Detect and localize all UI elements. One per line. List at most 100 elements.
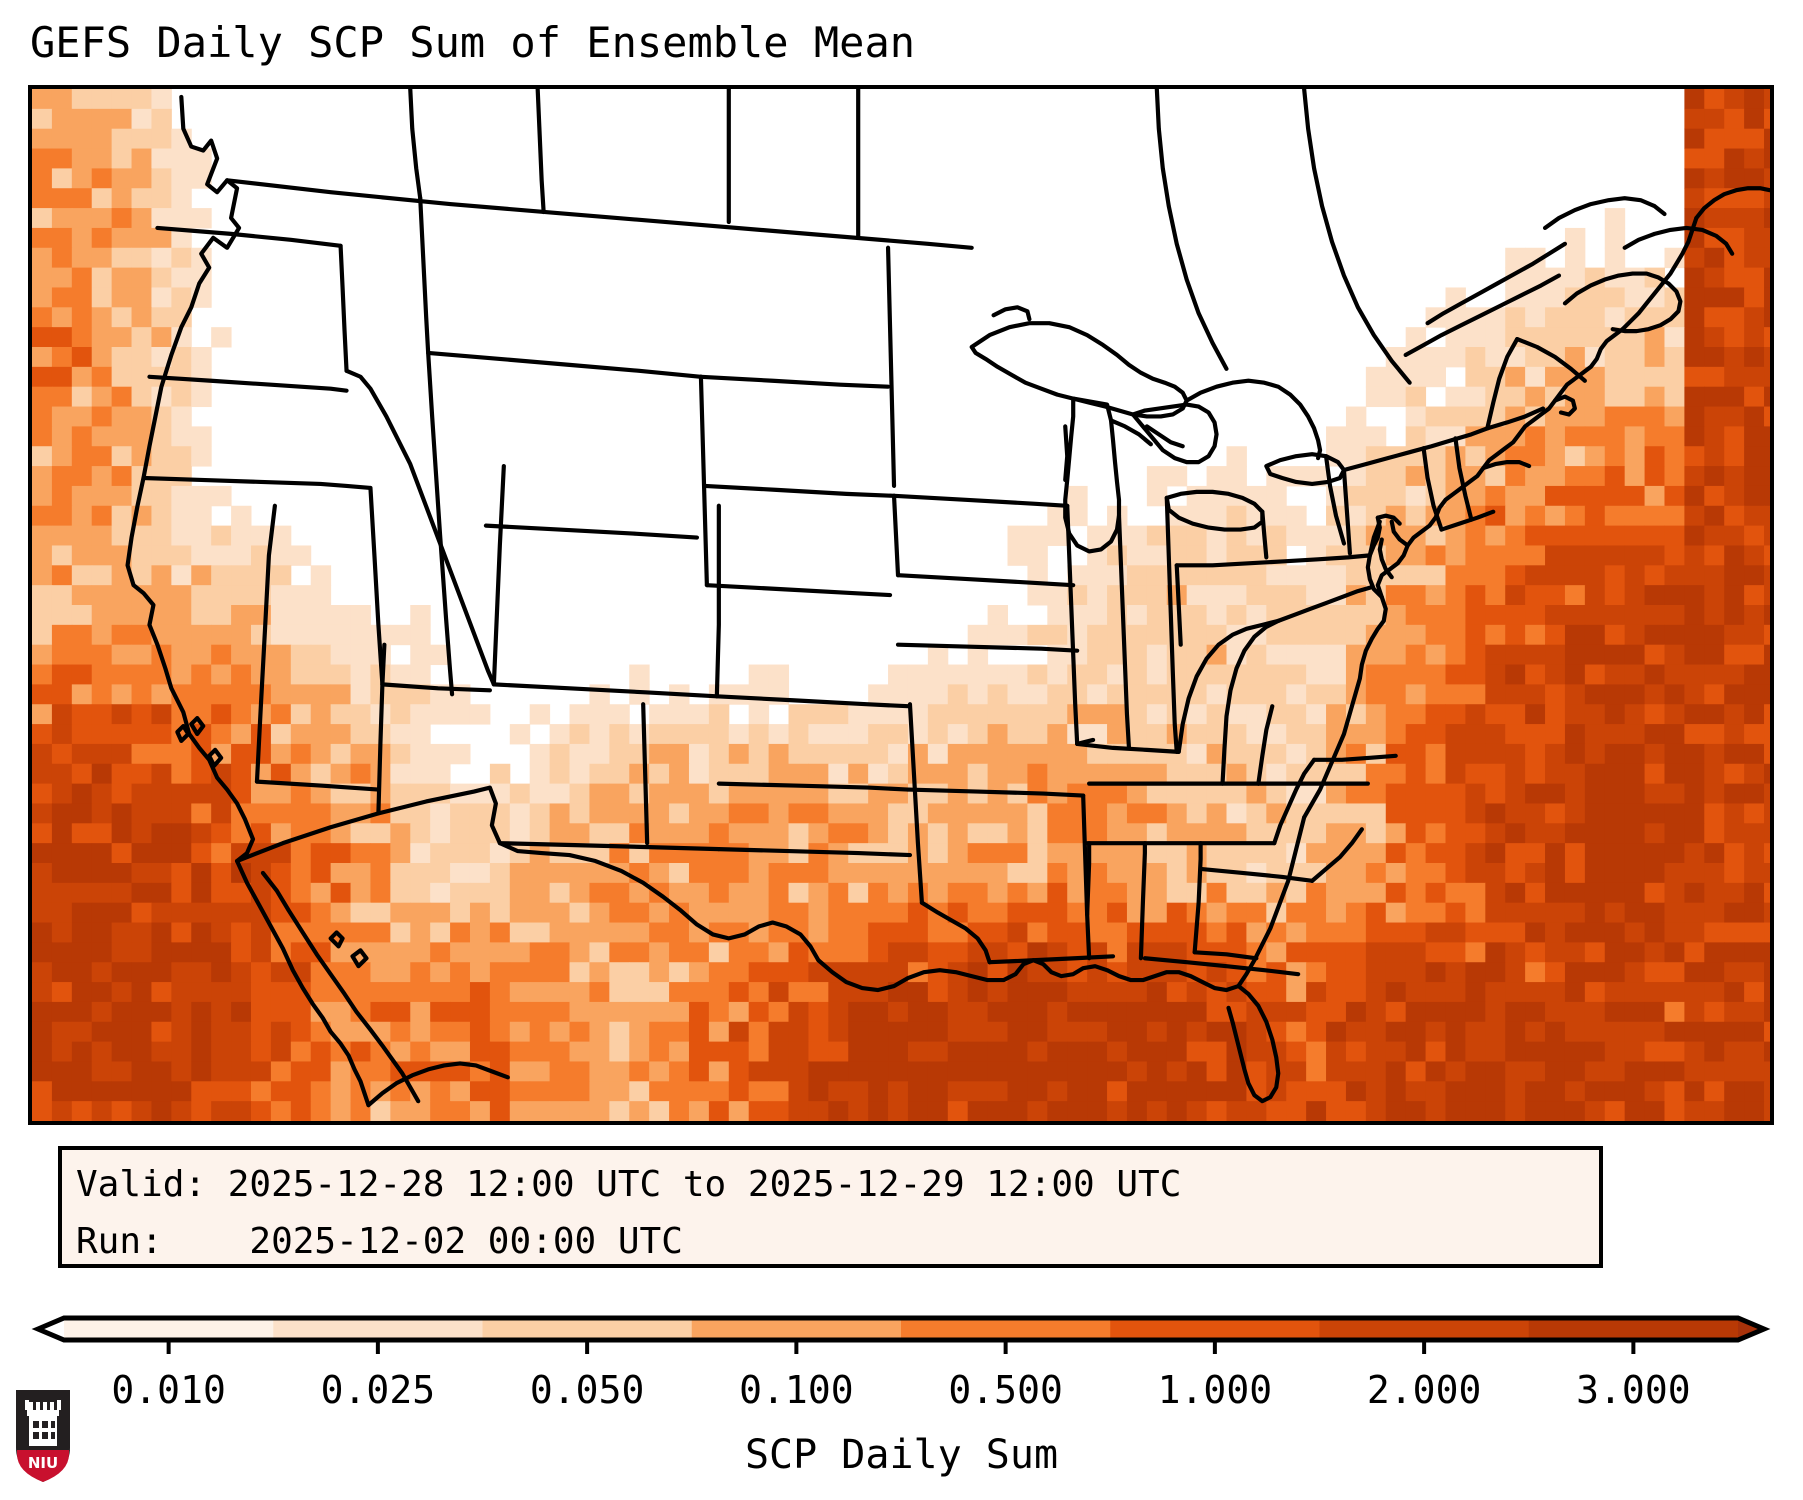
grid-cell — [1445, 1001, 1466, 1023]
grid-cell — [1525, 962, 1546, 983]
grid-cell — [1226, 843, 1247, 864]
grid-cell — [808, 902, 829, 924]
grid-cell — [1644, 922, 1665, 943]
grid-cell — [250, 545, 272, 566]
grid-cell — [250, 922, 272, 943]
shading-layer — [32, 89, 1770, 1121]
grid-cell — [191, 148, 212, 169]
grid-cell — [310, 664, 332, 685]
grid-cell — [390, 1101, 411, 1121]
grid-cell — [151, 347, 172, 368]
grid-cell — [1704, 902, 1725, 924]
grid-cell — [1564, 347, 1586, 368]
colorbar — [28, 1306, 1774, 1356]
grid-cell — [1724, 108, 1745, 130]
grid-cell — [1624, 347, 1646, 368]
grid-cell — [1306, 624, 1327, 646]
grid-cell — [1744, 426, 1765, 447]
grid-cell — [51, 763, 73, 785]
grid-cell — [509, 783, 531, 804]
grid-cell — [1405, 585, 1427, 606]
grid-cell — [1764, 605, 1770, 626]
grid-cell — [1405, 327, 1427, 348]
grid-cell — [509, 724, 531, 745]
grid-cell — [1186, 624, 1208, 646]
grid-cell — [1664, 922, 1685, 943]
grid-cell — [848, 823, 869, 844]
grid-cell — [410, 763, 431, 785]
grid-cell — [410, 982, 431, 1003]
grid-cell — [1505, 466, 1526, 487]
grid-cell — [1087, 525, 1108, 546]
grid-cell — [1146, 1021, 1168, 1043]
grid-cell — [1425, 644, 1446, 666]
grid-cell — [728, 1001, 750, 1023]
grid-cell — [1684, 287, 1705, 308]
grid-cell — [1126, 624, 1148, 646]
grid-cell — [1286, 644, 1307, 666]
grid-cell — [1684, 982, 1705, 1003]
grid-cell — [669, 783, 690, 804]
grid-cell — [927, 684, 949, 705]
grid-cell — [1564, 247, 1586, 269]
grid-cell — [32, 89, 53, 110]
grid-cell — [111, 882, 133, 904]
grid-cell — [171, 922, 192, 943]
grid-cell — [71, 882, 93, 904]
grid-cell — [1306, 962, 1327, 983]
grid-cell — [1047, 1061, 1068, 1082]
grid-cell — [1445, 624, 1466, 646]
grid-cell — [1027, 863, 1048, 884]
grid-cell — [649, 863, 670, 884]
grid-cell — [131, 287, 152, 308]
grid-cell — [1505, 525, 1526, 546]
grid-cell — [768, 863, 790, 884]
grid-cell — [1744, 307, 1765, 328]
grid-cell — [32, 1021, 53, 1043]
grid-cell — [1485, 545, 1506, 566]
grid-cell — [91, 783, 113, 804]
grid-cell — [967, 982, 989, 1003]
grid-cell — [1684, 882, 1705, 904]
grid-cell — [151, 743, 172, 765]
grid-cell — [1485, 684, 1506, 705]
grid-cell — [1525, 783, 1546, 804]
grid-cell — [1545, 1001, 1566, 1023]
grid-cell — [51, 446, 73, 467]
grid-cell — [1704, 1021, 1725, 1043]
grid-cell — [549, 863, 571, 884]
grid-cell — [151, 247, 172, 269]
grid-cell — [1505, 882, 1526, 904]
grid-cell — [1724, 684, 1745, 705]
grid-cell — [1684, 466, 1705, 487]
grid-cell — [1724, 1021, 1745, 1043]
grid-cell — [629, 1061, 650, 1082]
grid-cell — [1087, 624, 1108, 646]
grid-cell — [629, 882, 650, 904]
grid-cell — [1445, 565, 1466, 586]
grid-cell — [1624, 763, 1646, 785]
grid-cell — [390, 763, 411, 785]
grid-cell — [688, 704, 710, 725]
grid-cell — [32, 585, 53, 606]
grid-cell — [191, 882, 212, 904]
grid-cell — [171, 803, 192, 824]
grid-cell — [51, 962, 73, 983]
grid-cell — [1545, 704, 1566, 725]
grid-cell — [1365, 386, 1387, 408]
grid-cell — [111, 485, 133, 507]
grid-cell — [1027, 803, 1048, 824]
grid-cell — [191, 1081, 212, 1102]
grid-cell — [1425, 843, 1446, 864]
grid-cell — [609, 1001, 630, 1023]
grid-cell — [1664, 347, 1685, 368]
grid-cell — [191, 545, 212, 566]
grid-cell — [231, 942, 252, 963]
grid-cell — [1445, 902, 1466, 924]
grid-cell — [1286, 1001, 1307, 1023]
grid-cell — [868, 1041, 889, 1062]
grid-cell — [91, 366, 113, 388]
grid-cell — [1724, 466, 1745, 487]
grid-cell — [1644, 783, 1665, 804]
grid-cell — [1445, 1061, 1466, 1082]
